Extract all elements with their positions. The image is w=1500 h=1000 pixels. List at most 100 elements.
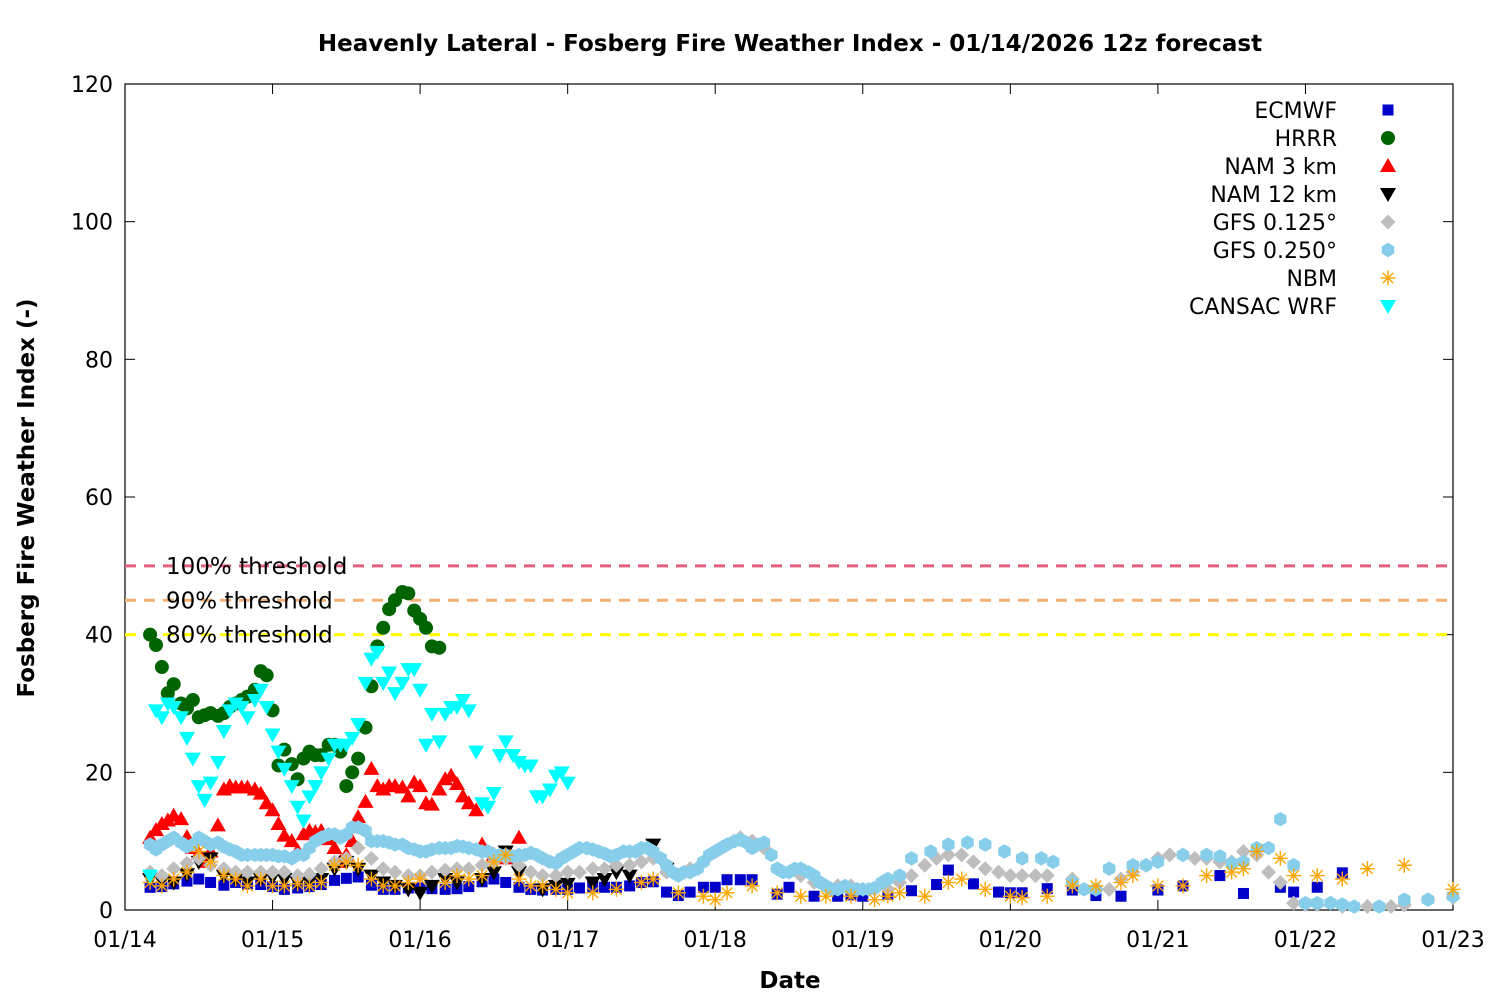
star-stroke: [882, 890, 894, 903]
data-point: [548, 868, 564, 884]
data-point: [412, 871, 428, 887]
data-point: [326, 840, 343, 855]
data-point: [394, 779, 411, 794]
data-point: [344, 731, 361, 746]
star-stroke: [1398, 859, 1411, 872]
data-point: [553, 766, 570, 781]
series-nbm: [142, 843, 1461, 908]
data-point: [283, 780, 300, 795]
data-point: [534, 790, 551, 805]
data-point: [329, 874, 341, 886]
legend-label: NAM 12 km: [1210, 183, 1337, 208]
data-point: [313, 861, 329, 877]
data-point: [967, 878, 979, 890]
data-point: [252, 683, 269, 698]
data-point: [584, 876, 601, 891]
data-point: [258, 700, 275, 715]
data-point: [1002, 868, 1018, 884]
data-point: [1175, 878, 1191, 894]
data-point: [153, 711, 170, 726]
chart-title: Heavenly Lateral - Fosberg Fire Weather …: [318, 31, 1262, 57]
data-point: [345, 765, 360, 780]
data-point: [1249, 843, 1265, 859]
data-point: [307, 780, 324, 795]
data-point: [1039, 888, 1055, 904]
data-point: [276, 864, 292, 880]
star-stroke: [1090, 880, 1102, 892]
data-point: [1372, 899, 1386, 914]
data-point: [270, 815, 287, 830]
legend-label: HRRR: [1275, 127, 1337, 152]
data-point: [500, 876, 512, 888]
star-stroke: [1041, 890, 1054, 903]
star-stroke: [241, 880, 254, 892]
data-point: [203, 854, 219, 870]
data-point: [1336, 897, 1349, 912]
legend-marker: [1380, 214, 1396, 230]
data-point: [1396, 857, 1412, 873]
data-point: [721, 874, 733, 886]
data-point: [423, 707, 440, 722]
data-point: [548, 881, 564, 897]
data-point: [1064, 878, 1080, 894]
data-point: [808, 890, 820, 902]
data-point: [1088, 878, 1104, 894]
data-point: [1347, 899, 1361, 914]
data-point: [697, 881, 709, 893]
data-point: [940, 847, 956, 863]
x-tick-label: 01/23: [1421, 928, 1484, 953]
data-point: [633, 874, 649, 890]
data-point: [1102, 861, 1116, 876]
data-point: [419, 620, 434, 635]
data-point: [1262, 840, 1275, 856]
data-point: [1077, 882, 1091, 897]
data-point: [1272, 850, 1288, 866]
data-point: [437, 862, 453, 878]
star-stroke: [1237, 862, 1250, 875]
data-point: [276, 762, 293, 777]
data-point: [387, 864, 403, 880]
data-point: [1214, 870, 1226, 882]
data-point: [350, 718, 367, 733]
data-point: [1359, 861, 1375, 877]
data-point: [597, 861, 613, 877]
data-point: [954, 847, 970, 863]
data-point: [1286, 895, 1302, 911]
data-point: [1309, 868, 1325, 884]
star-stroke: [476, 869, 488, 882]
data-point: [461, 871, 477, 887]
data-point: [880, 888, 896, 904]
data-point: [339, 779, 354, 794]
data-point: [313, 766, 330, 781]
series-gfs-0-250-: [143, 811, 1460, 914]
star-stroke: [536, 880, 549, 892]
data-point: [961, 835, 974, 850]
legend-label: GFS 0.250°: [1213, 239, 1337, 264]
data-point: [1334, 871, 1350, 887]
data-point: [684, 886, 696, 898]
star-stroke: [893, 886, 906, 899]
data-point: [1274, 811, 1287, 827]
y-tick-label: 60: [85, 486, 113, 511]
data-point: [707, 892, 723, 908]
data-point: [560, 885, 576, 901]
data-point: [431, 735, 448, 750]
data-point: [511, 871, 527, 887]
data-point: [173, 711, 190, 726]
data-point: [375, 861, 391, 877]
data-point: [535, 878, 551, 894]
data-point: [423, 879, 440, 894]
data-point: [585, 885, 601, 901]
data-point: [1162, 847, 1178, 863]
data-point: [695, 888, 711, 904]
data-point: [1015, 851, 1029, 866]
data-point: [905, 851, 918, 866]
data-point: [166, 861, 182, 877]
data-point: [622, 857, 638, 873]
data-point: [621, 869, 638, 884]
star-stroke: [499, 849, 512, 861]
data-point: [485, 786, 502, 801]
star-stroke: [845, 890, 857, 903]
data-point: [979, 837, 992, 852]
data-point: [1359, 899, 1375, 915]
